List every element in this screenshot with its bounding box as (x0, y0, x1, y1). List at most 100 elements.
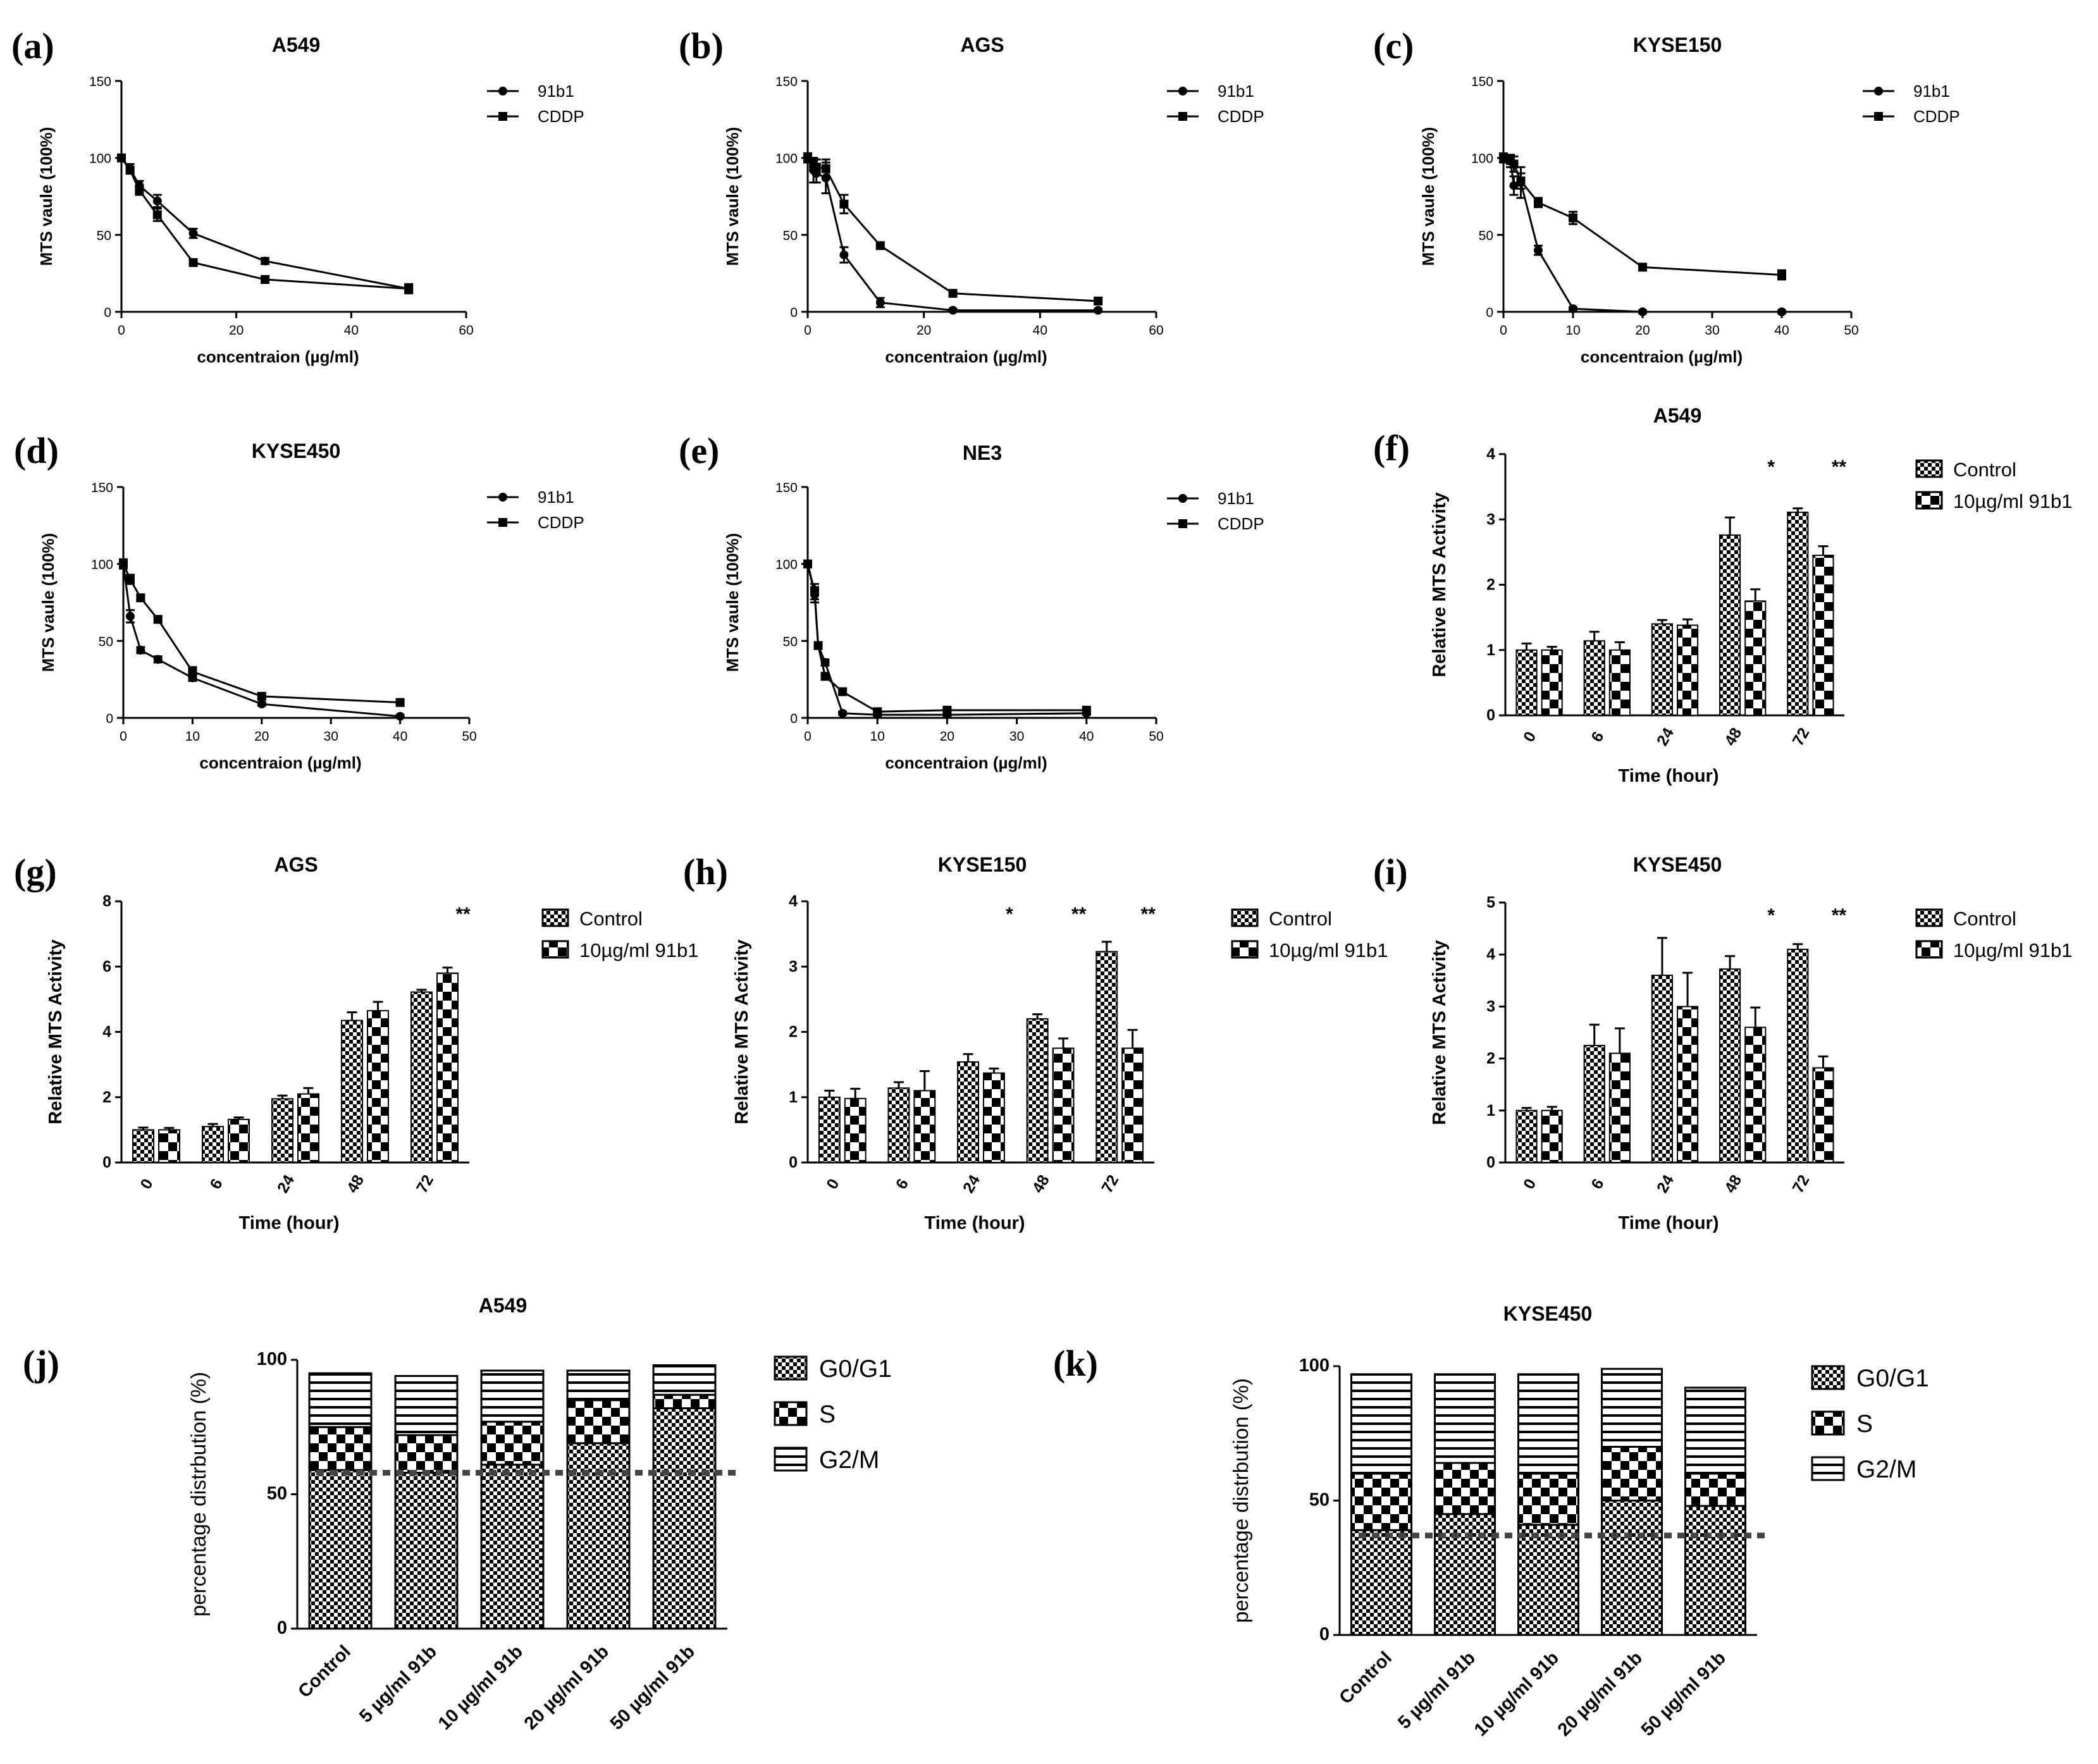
legend-entry: 91b1 (1167, 489, 1254, 508)
y-tick-label: 50 (783, 228, 798, 243)
data-point (257, 691, 266, 701)
legend-marker (1178, 519, 1187, 528)
x-tick-label: 30 (1009, 729, 1024, 744)
y-tick-label: 100 (257, 1349, 287, 1369)
x-tick-label: 20 (254, 729, 269, 744)
bar-10µg/ml 91b1 (297, 1093, 319, 1164)
y-tick-label: 100 (91, 558, 113, 572)
legend-marker (1178, 87, 1187, 96)
x-tick-label: 0 (1520, 729, 1540, 745)
legend-swatch (774, 1446, 808, 1472)
legend-entry: Control (1915, 908, 2016, 930)
panel-letter: (f) (1373, 428, 1410, 469)
bar-10µg/ml 91b1 (1121, 1047, 1144, 1163)
legend-entry: 10µg/ml 91b1 (1915, 490, 2072, 512)
x-tick-label: 0 (120, 729, 127, 744)
y-tick-label: 50 (99, 634, 113, 649)
panel-b: (b) AGS 0 50 100 150 MTS vaule (100%) 0 20 40 60 co… (679, 25, 1264, 366)
legend-label: G0/G1 (1856, 1365, 1929, 1392)
legend-label: Control (1269, 908, 1332, 930)
data-point (1499, 153, 1508, 163)
bar-Control (410, 991, 433, 1163)
panel-h: (h) KYSE150 0 1 2 3 4 Relative MTS Activity 0 6 24… (683, 851, 1388, 1233)
y-tick-label: 5 (1486, 894, 1495, 911)
series-line (806, 564, 1087, 713)
y-tick-label: 0 (1486, 305, 1493, 320)
legend-swatch (1811, 1410, 1845, 1436)
x-tick-label: 0 (1520, 1176, 1540, 1192)
bar-segment-G0/G1 (1684, 1505, 1747, 1636)
x-tick-label: 10 (1565, 323, 1580, 338)
bar-Control (1026, 1018, 1049, 1163)
data-point (875, 298, 885, 307)
bar-segment-S (1350, 1472, 1413, 1531)
y-tick-label: 50 (1479, 228, 1493, 243)
y-axis-label: percentage distrbution (%) (187, 1372, 210, 1617)
y-tick-label: 50 (1309, 1490, 1330, 1510)
significance-mark: * (1006, 904, 1013, 925)
legend-entry: Control (1231, 908, 1332, 930)
x-tick-label: 24 (960, 1172, 984, 1196)
legend-label: 91b1 (1218, 82, 1254, 101)
y-tick-label: 3 (1486, 510, 1495, 528)
bar-Control (1787, 511, 1809, 717)
y-tick-label: 1 (1486, 1102, 1495, 1119)
significance-mark: ** (1832, 457, 1847, 478)
panel-letter: (c) (1373, 25, 1414, 66)
data-point (261, 256, 270, 266)
panel-letter: (e) (679, 430, 719, 471)
x-tick-label: 5 µg/ml 91b (1394, 1648, 1479, 1733)
data-point (1569, 213, 1577, 223)
panel-k: (k) KYSE450 0 50 100 percentage distrbution (… (1053, 1302, 1929, 1740)
data-point (153, 655, 163, 664)
data-point (942, 705, 952, 715)
y-axis-label: Relative MTS Activity (732, 939, 752, 1124)
legend-marker (498, 493, 507, 502)
x-tick-label: 50 (462, 729, 476, 744)
x-axis-label: concentraion (µg/ml) (885, 753, 1047, 772)
data-point (153, 615, 163, 624)
legend-entry: CDDP (487, 107, 584, 126)
bar-Control (1787, 948, 1809, 1163)
bar-10µg/ml 91b1 (983, 1072, 1005, 1163)
legend-marker (498, 518, 507, 527)
y-tick-label: 150 (775, 481, 798, 495)
y-tick-label: 50 (267, 1484, 287, 1504)
data-point (257, 700, 266, 709)
data-point (1094, 305, 1103, 315)
x-tick-label: 20 µg/ml 91b (1554, 1648, 1646, 1740)
panel-j: (j) A549 0 50 100 percentage distrbution (%) C… (23, 1294, 892, 1734)
series-line (122, 564, 400, 704)
data-point (1082, 705, 1091, 715)
y-tick-label: 0 (102, 1154, 111, 1171)
legend-swatch (541, 908, 569, 927)
legend-swatch (1915, 459, 1943, 478)
y-tick-label: 2 (102, 1089, 111, 1106)
bar-segment-G2/M (394, 1375, 459, 1436)
data-point (838, 687, 848, 696)
bar-Control (887, 1087, 910, 1164)
x-axis-label: Time (hour) (925, 1213, 1025, 1233)
bar-Control (1651, 623, 1674, 717)
data-point (875, 241, 885, 250)
y-tick-label: 0 (104, 305, 111, 320)
series-91b1 (117, 153, 414, 293)
x-tick-label: 48 (1721, 725, 1745, 749)
bar-Control (1651, 975, 1674, 1163)
bar-segment-G0/G1 (652, 1407, 717, 1630)
data-point (1516, 176, 1526, 186)
bar-10µg/ml 91b1 (1812, 555, 1834, 716)
y-tick-label: 150 (91, 481, 113, 495)
panel-title: A549 (479, 1294, 528, 1317)
y-axis-label: MTS vaule (100%) (39, 533, 58, 672)
x-tick-label: 40 (1774, 323, 1789, 338)
legend-label: 10µg/ml 91b1 (1953, 939, 2072, 961)
data-point (813, 641, 823, 650)
panel-d: (d) KYSE450 0 50 100 150 MTS vaule (100%) 0 10 20… (14, 430, 584, 772)
bar-segment-S (652, 1393, 717, 1409)
panel-a: (a) A549 0 50 100 150 MTS vaule (100%) 0 20 40 60 c… (11, 25, 584, 366)
legend-entry: 91b1 (1863, 82, 1950, 101)
panel-title: KYSE150 (1633, 34, 1722, 56)
x-axis-label: concentraion (µg/ml) (885, 347, 1047, 366)
data-point (125, 612, 135, 621)
